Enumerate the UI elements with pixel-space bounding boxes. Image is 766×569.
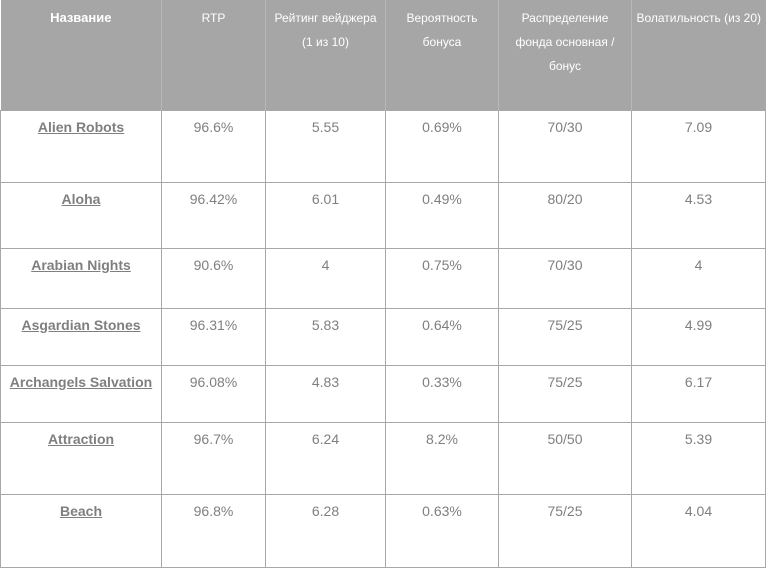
game-link[interactable]: Arabian Nights (31, 256, 131, 273)
cell-bonus: 0.75% (385, 247, 499, 309)
cell-rtp: 96.31% (161, 307, 266, 366)
table-body: Alien Robots 96.6% 5.55 0.69% 70/30 7.09… (0, 109, 766, 568)
cell-wager: 6.28 (265, 493, 386, 568)
header-fund-distribution: Распределение фонда основная / бонус (498, 0, 632, 110)
table-header: Название RTP Рейтинг вейджера (1 из 10) … (0, 0, 766, 110)
table-row: Aloha 96.42% 6.01 0.49% 80/20 4.53 (0, 181, 766, 249)
cell-bonus: 0.69% (385, 109, 499, 183)
cell-bonus: 8.2% (385, 421, 499, 495)
table-row: Arabian Nights 90.6% 4 0.75% 70/30 4 (0, 247, 766, 309)
cell-fund: 70/30 (498, 109, 632, 183)
header-volatility: Волатильность (из 20) (631, 0, 766, 110)
cell-rtp: 96.8% (161, 493, 266, 568)
cell-rtp: 90.6% (161, 247, 266, 309)
cell-fund: 75/25 (498, 493, 632, 568)
cell-wager: 6.01 (265, 181, 386, 249)
cell-wager: 5.55 (265, 109, 386, 183)
header-wager-rating: Рейтинг вейджера (1 из 10) (265, 0, 386, 110)
cell-fund: 80/20 (498, 181, 632, 249)
cell-bonus: 0.49% (385, 181, 499, 249)
cell-name: Asgardian Stones (0, 307, 162, 366)
cell-rtp: 96.08% (161, 364, 266, 423)
game-link[interactable]: Beach (59, 502, 103, 519)
cell-volatility: 4.53 (631, 181, 766, 249)
cell-fund: 75/25 (498, 364, 632, 423)
cell-name: Aloha (0, 181, 162, 249)
cell-wager: 4 (265, 247, 386, 309)
cell-fund: 75/25 (498, 307, 632, 366)
table-row: Asgardian Stones 96.31% 5.83 0.64% 75/25… (0, 307, 766, 366)
game-link[interactable]: Asgardian Stones (21, 316, 141, 333)
cell-volatility: 6.17 (631, 364, 766, 423)
game-link[interactable]: Archangels Salvation (9, 373, 153, 390)
cell-rtp: 96.42% (161, 181, 266, 249)
table-row: Attraction 96.7% 6.24 8.2% 50/50 5.39 (0, 421, 766, 495)
cell-volatility: 4.04 (631, 493, 766, 568)
cell-volatility: 4.99 (631, 307, 766, 366)
cell-fund: 70/30 (498, 247, 632, 309)
cell-wager: 4.83 (265, 364, 386, 423)
game-link[interactable]: Aloha (61, 190, 101, 207)
cell-name: Alien Robots (0, 109, 162, 183)
cell-wager: 6.24 (265, 421, 386, 495)
cell-name: Arabian Nights (0, 247, 162, 309)
table-row: Archangels Salvation 96.08% 4.83 0.33% 7… (0, 364, 766, 423)
header-name: Название (0, 0, 162, 110)
cell-bonus: 0.33% (385, 364, 499, 423)
table-row: Alien Robots 96.6% 5.55 0.69% 70/30 7.09 (0, 109, 766, 183)
game-link[interactable]: Attraction (47, 430, 115, 447)
cell-volatility: 4 (631, 247, 766, 309)
cell-wager: 5.83 (265, 307, 386, 366)
cell-bonus: 0.63% (385, 493, 499, 568)
cell-fund: 50/50 (498, 421, 632, 495)
cell-name: Beach (0, 493, 162, 568)
header-row: Название RTP Рейтинг вейджера (1 из 10) … (0, 0, 766, 110)
cell-volatility: 5.39 (631, 421, 766, 495)
cell-bonus: 0.64% (385, 307, 499, 366)
cell-name: Attraction (0, 421, 162, 495)
header-bonus-probability: Вероятность бонуса (385, 0, 499, 110)
header-rtp: RTP (161, 0, 266, 110)
cell-volatility: 7.09 (631, 109, 766, 183)
game-link[interactable]: Alien Robots (37, 118, 125, 135)
cell-rtp: 96.7% (161, 421, 266, 495)
table-row: Beach 96.8% 6.28 0.63% 75/25 4.04 (0, 493, 766, 568)
cell-rtp: 96.6% (161, 109, 266, 183)
cell-name: Archangels Salvation (0, 364, 162, 423)
